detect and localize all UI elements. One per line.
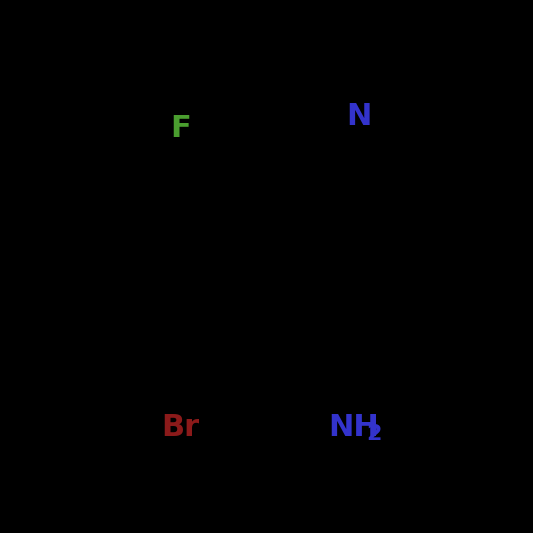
Text: F: F: [171, 114, 191, 143]
Text: Br: Br: [161, 413, 199, 442]
Text: 2: 2: [366, 424, 381, 444]
Text: NH: NH: [328, 413, 379, 442]
Text: N: N: [346, 102, 372, 131]
